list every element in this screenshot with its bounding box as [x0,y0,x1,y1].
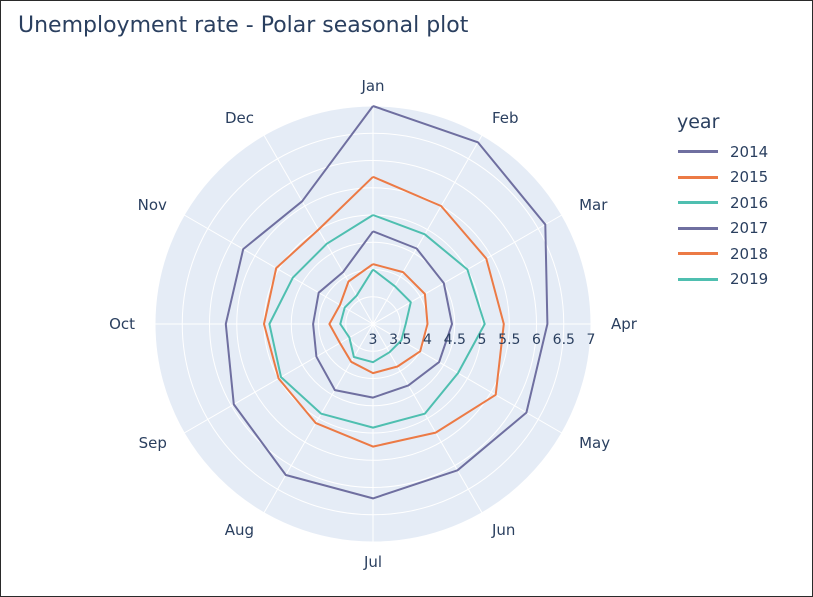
angular-tick-label-may: May [579,434,610,452]
legend-label: 2014 [730,142,769,161]
angular-tick-label-jul: Jul [363,553,382,571]
angular-gridline [372,323,563,434]
legend-swatch [678,252,718,256]
radial-tick-label: 6.5 [553,332,575,348]
angular-tick-label-jan: Jan [360,77,384,95]
series-line-2014 [224,105,549,500]
legend-swatch [678,201,718,205]
angular-tick-label-apr: Apr [611,315,638,333]
legend-label: 2018 [730,244,769,263]
angular-tick-label-mar: Mar [579,196,608,214]
angular-tick-label-oct: Oct [109,315,135,333]
legend-title: year [677,111,720,133]
angular-tick-label-nov: Nov [138,196,167,214]
legend-items: 2014 2015 2016 2017 2018 2019 [669,139,768,292]
angular-gridline [372,323,483,514]
radial-tick-label: 7 [587,332,596,348]
radial-tick-label: 3 [369,332,378,348]
legend-item-2019[interactable]: 2019 [669,267,768,293]
radial-tick-label: 3.5 [389,332,411,348]
legend: year 2014 2015 2016 2017 2018 2019 [669,111,768,292]
series-line-2017 [312,230,453,399]
legend-label: 2017 [730,219,769,238]
legend-swatch [678,277,718,281]
series-group [224,105,549,500]
radial-tick-label: 6 [532,332,541,348]
angular-gridline [263,323,374,514]
radial-tick-label: 5.5 [498,332,520,348]
legend-item-2016[interactable]: 2016 [669,190,768,216]
legend-swatch [678,150,718,154]
angular-tick-label-aug: Aug [225,521,254,539]
series-line-2019 [339,268,412,364]
radial-tick-label: 4.5 [444,332,466,348]
angular-tick-label-jun: Jun [491,521,515,539]
legend-swatch [678,226,718,230]
legend-item-2015[interactable]: 2015 [669,165,768,191]
legend-label: 2019 [730,270,769,289]
legend-label: 2015 [730,168,769,187]
legend-swatch [678,175,718,179]
series-line-2015 [263,175,505,448]
legend-item-2014[interactable]: 2014 [669,139,768,165]
chart-title: Unemployment rate - Polar seasonal plot [18,13,469,38]
legend-item-2018[interactable]: 2018 [669,241,768,267]
radial-tick-label: 5 [478,332,487,348]
series-line-2018 [328,263,429,375]
angular-gridline [183,214,374,325]
legend-label: 2016 [730,193,769,212]
legend-item-2017[interactable]: 2017 [669,216,768,242]
angular-tick-label-sep: Sep [139,434,167,452]
angular-tick-label-dec: Dec [225,109,254,127]
angular-tick-label-feb: Feb [492,109,519,127]
radial-tick-label: 4 [423,332,432,348]
angular-gridline [372,134,483,325]
series-line-2016 [268,214,486,429]
